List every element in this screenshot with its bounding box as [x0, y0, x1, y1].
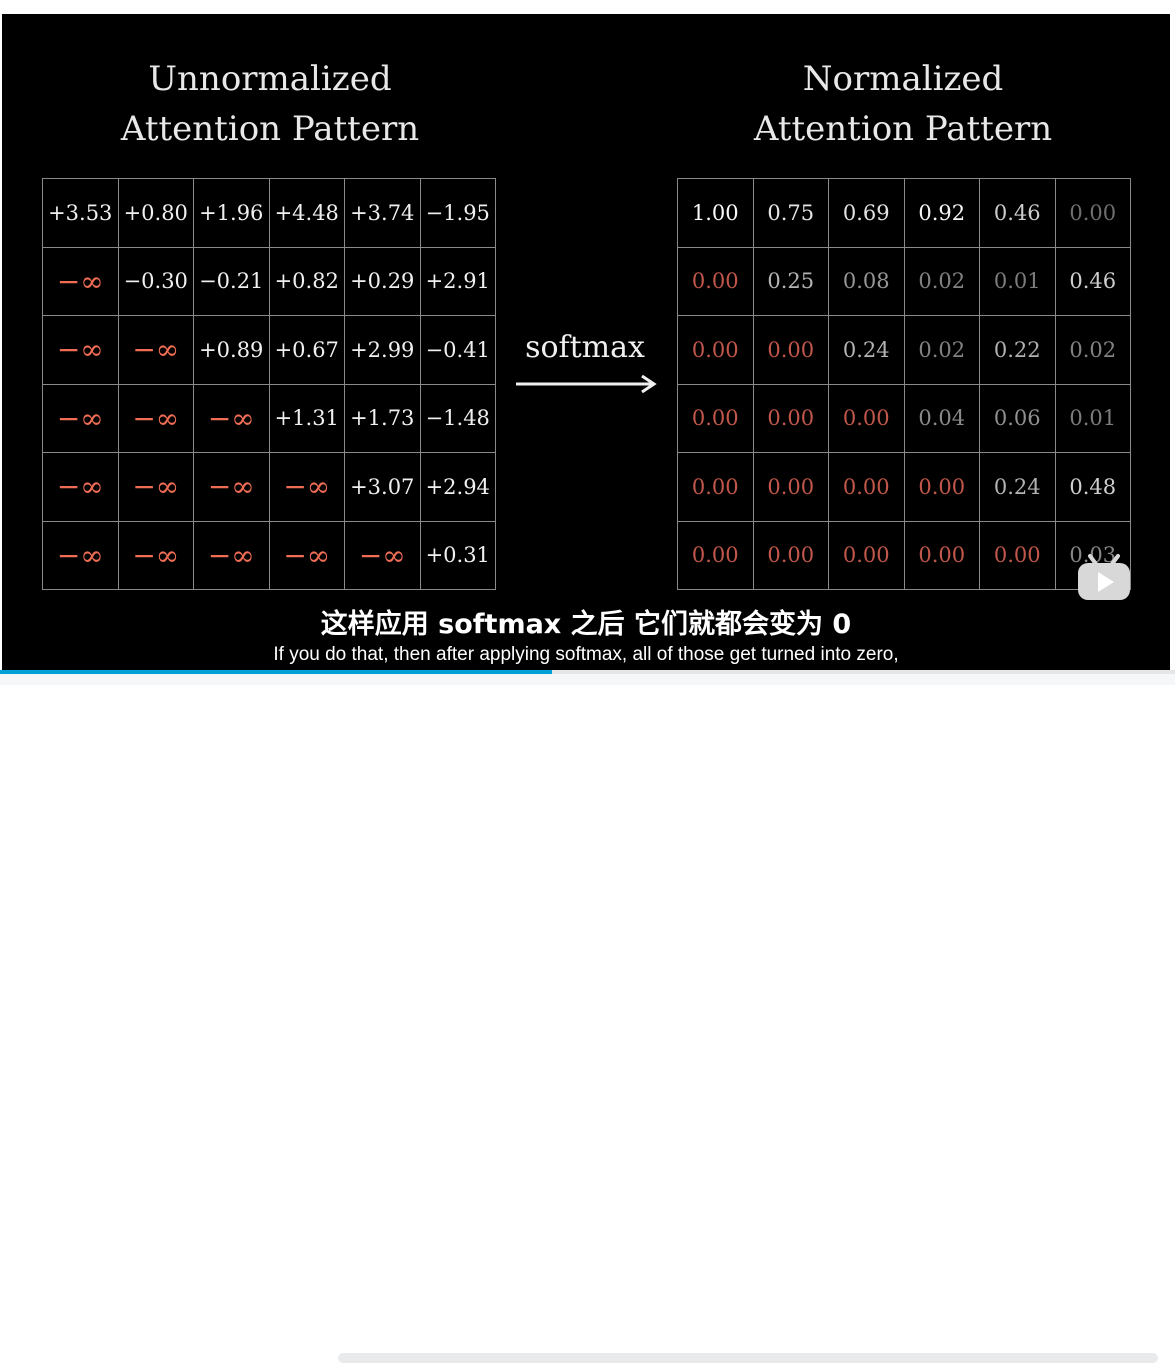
unnormalized-cell: −∞: [269, 521, 345, 590]
normalized-cell: 0.02: [904, 316, 980, 385]
normalized-cell: 0.48: [1055, 453, 1131, 522]
unnormalized-cell: +2.99: [345, 316, 421, 385]
right-matrix-title: Normalized Attention Pattern: [677, 54, 1129, 154]
unnormalized-cell: +4.48: [269, 179, 345, 248]
unnormalized-attention-grid: +3.53 +0.80 +1.96 +4.48 +3.74 −1.95 −∞ −0.30 −0.…: [42, 178, 496, 590]
unnormalized-cell: −∞: [118, 316, 194, 385]
unnormalized-cell: +3.74: [345, 179, 421, 248]
unnormalized-cell: +2.94: [420, 453, 496, 522]
unnormalized-cell: −0.21: [194, 247, 270, 316]
left-title-line2: Attention Pattern: [120, 109, 420, 149]
normalized-cell: 0.00: [1055, 179, 1131, 248]
normalized-cell: 0.06: [980, 384, 1056, 453]
unnormalized-cell: +2.91: [420, 247, 496, 316]
unnormalized-cell: −0.41: [420, 316, 496, 385]
unnormalized-cell: +1.31: [269, 384, 345, 453]
normalized-cell: 0.75: [753, 179, 829, 248]
unnormalized-cell: −∞: [43, 521, 119, 590]
normalized-cell: 0.04: [904, 384, 980, 453]
unnormalized-cell: −∞: [269, 453, 345, 522]
normalized-cell: 0.00: [678, 453, 754, 522]
normalized-cell: 0.25: [753, 247, 829, 316]
left-title-line1: Unnormalized: [148, 59, 392, 99]
normalized-cell: 0.01: [980, 247, 1056, 316]
normalized-cell: 0.00: [753, 384, 829, 453]
normalized-cell: 0.00: [753, 453, 829, 522]
unnormalized-cell: +0.80: [118, 179, 194, 248]
normalized-cell: 0.02: [904, 247, 980, 316]
bilibili-tv-icon[interactable]: [1076, 552, 1132, 602]
normalized-cell: 1.00: [678, 179, 754, 248]
subtitle-chinese: 这样应用 softmax 之后 它们就都会变为 0: [320, 609, 852, 640]
normalized-cell: 0.00: [829, 384, 905, 453]
unnormalized-cell: +1.96: [194, 179, 270, 248]
unnormalized-cell: +1.73: [345, 384, 421, 453]
video-progress-bar[interactable]: [0, 670, 1175, 674]
unnormalized-cell: −∞: [43, 316, 119, 385]
unnormalized-cell: −∞: [194, 384, 270, 453]
unnormalized-cell: −∞: [118, 453, 194, 522]
unnormalized-cell: +0.29: [345, 247, 421, 316]
right-title-line2: Attention Pattern: [753, 109, 1053, 149]
normalized-attention-grid: 1.00 0.75 0.69 0.92 0.46 0.00 0.00 0.25 0.08 0.02…: [677, 178, 1131, 590]
softmax-label: softmax: [525, 330, 645, 365]
normalized-cell: 0.00: [829, 521, 905, 590]
comment-input-bar[interactable]: [338, 1353, 1158, 1363]
normalized-cell: 0.00: [829, 453, 905, 522]
normalized-cell: 0.69: [829, 179, 905, 248]
unnormalized-cell: −1.48: [420, 384, 496, 453]
unnormalized-cell: +0.89: [194, 316, 270, 385]
normalized-cell: 0.24: [829, 316, 905, 385]
unnormalized-cell: +0.31: [420, 521, 496, 590]
video-progress-fill: [0, 670, 553, 674]
normalized-cell: 0.00: [904, 521, 980, 590]
normalized-cell: 0.08: [829, 247, 905, 316]
normalized-cell: 0.00: [904, 453, 980, 522]
right-arrow-icon: [516, 374, 657, 394]
unnormalized-cell: +3.53: [43, 179, 119, 248]
unnormalized-cell: −∞: [43, 247, 119, 316]
normalized-cell: 0.92: [904, 179, 980, 248]
unnormalized-cell: −1.95: [420, 179, 496, 248]
normalized-cell: 0.00: [678, 247, 754, 316]
normalized-cell: 0.00: [980, 521, 1056, 590]
unnormalized-cell: +3.07: [345, 453, 421, 522]
normalized-cell: 0.22: [980, 316, 1056, 385]
unnormalized-cell: −∞: [345, 521, 421, 590]
normalized-cell: 0.46: [980, 179, 1056, 248]
normalized-cell: 0.00: [753, 521, 829, 590]
unnormalized-cell: −0.30: [118, 247, 194, 316]
normalized-cell: 0.00: [678, 316, 754, 385]
unnormalized-cell: +0.82: [269, 247, 345, 316]
subtitle-english: If you do that, then after applying soft…: [273, 644, 899, 665]
normalized-cell: 0.00: [753, 316, 829, 385]
unnormalized-cell: +0.67: [269, 316, 345, 385]
normalized-cell: 0.01: [1055, 384, 1131, 453]
unnormalized-cell: −∞: [194, 521, 270, 590]
right-title-line1: Normalized: [802, 59, 1004, 99]
normalized-cell: 0.02: [1055, 316, 1131, 385]
unnormalized-cell: −∞: [43, 453, 119, 522]
normalized-cell: 0.46: [1055, 247, 1131, 316]
normalized-cell: 0.00: [678, 521, 754, 590]
left-matrix-title: Unnormalized Attention Pattern: [42, 54, 498, 154]
player-control-strip: [0, 674, 1175, 1363]
unnormalized-cell: −∞: [43, 384, 119, 453]
video-frame[interactable]: Unnormalized Attention Pattern Normalize…: [2, 14, 1170, 670]
unnormalized-cell: −∞: [118, 521, 194, 590]
normalized-cell: 0.00: [678, 384, 754, 453]
unnormalized-cell: −∞: [194, 453, 270, 522]
unnormalized-cell: −∞: [118, 384, 194, 453]
normalized-cell: 0.24: [980, 453, 1056, 522]
